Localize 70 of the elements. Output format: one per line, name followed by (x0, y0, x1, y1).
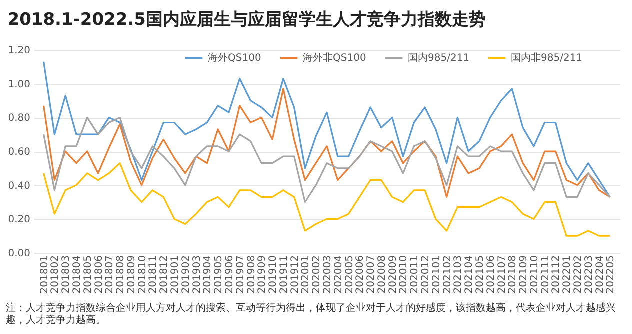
x-tick-label: 202003 (322, 256, 334, 294)
x-tick-label: 201808 (116, 256, 127, 294)
x-tick-label: 202008 (376, 256, 388, 294)
x-tick-label: 201805 (82, 256, 94, 294)
x-tick-label: 202103 (453, 256, 464, 294)
line-series (43, 61, 611, 198)
x-tick-label: 202005 (344, 256, 356, 294)
x-tick-label: 202102 (442, 256, 454, 294)
x-tick-label: 202004 (333, 256, 344, 294)
x-tick-label: 201804 (72, 256, 83, 294)
text: 注：人才竞争力指数综合企业用人方对人才的搜索、互动等行为得出，体现了企业对于人才的好感度，该指数越高，代表企业对人才越感兴趣，人才竞争力越高。 (6, 303, 617, 327)
x-tick-label: 202105 (474, 256, 486, 294)
x-tick-label: 202201 (562, 256, 574, 294)
x-tick-label: 201901 (170, 256, 182, 294)
x-tick-label: 201812 (159, 256, 170, 294)
chart-title: 2018.1-2022.5国内应届生与应届留学生人才竞争力指数走势 (8, 10, 486, 30)
x-tick-label: 201902 (180, 256, 192, 294)
x-tick-label: 201910 (268, 256, 280, 294)
x-tick-label: 202011 (410, 256, 421, 294)
y-tick-label: 0.60 (8, 147, 30, 158)
x-tick-label: 201908 (246, 256, 258, 294)
x-tick-label: 202007 (366, 256, 378, 294)
x-tick-label: 202205 (606, 256, 617, 294)
x-tick-label: 201904 (202, 256, 214, 294)
legend-label: 海外非QS100 (303, 52, 366, 64)
x-tick-label: 202009 (388, 256, 399, 294)
x-tick-label: 202001 (300, 256, 312, 294)
x-tick-label: 201810 (137, 256, 148, 294)
x-tick-label: 202203 (584, 256, 595, 294)
legend-label: 国内985/211 (408, 52, 470, 64)
x-tick-label: 202108 (508, 256, 519, 294)
x-tick-label: 201907 (235, 256, 246, 294)
x-tick-label: 201807 (104, 256, 116, 294)
x-tick-label: 202110 (529, 256, 540, 294)
y-tick-label: 0.00 (8, 248, 30, 260)
line-series (43, 88, 611, 198)
x-tick-label: 201911 (278, 256, 290, 294)
y-tick-label: 0.20 (8, 214, 30, 226)
x-tick-label: 202104 (464, 256, 476, 294)
y-tick-label: 1.20 (8, 46, 30, 56)
x-tick-label: 202204 (594, 256, 606, 294)
x-tick-label: 202012 (420, 256, 432, 294)
x-tick-label: 201905 (214, 256, 225, 294)
x-tick-label: 202106 (486, 256, 497, 294)
x-tick-label: 202101 (431, 256, 442, 294)
line-series (43, 162, 611, 237)
legend-label: 海外QS100 (208, 52, 262, 64)
x-tick-label: 201802 (50, 256, 62, 294)
x-tick-label: 201903 (192, 256, 203, 294)
x-tick-label: 202111 (540, 256, 552, 294)
legend-label: 国内非985/211 (511, 52, 583, 64)
line-series (43, 116, 611, 204)
x-tick-label: 201811 (148, 256, 160, 294)
x-tick-label: 202109 (518, 256, 530, 294)
x-tick-label: 202112 (551, 256, 562, 294)
x-tick-label: 201906 (224, 256, 236, 294)
x-tick-label: 201803 (61, 256, 72, 294)
x-tick-label: 201806 (94, 256, 105, 294)
x-tick-label: 201912 (290, 256, 301, 294)
y-tick-label: 0.40 (8, 180, 30, 192)
x-tick-label: 202006 (355, 256, 366, 294)
y-tick-label: 1.00 (8, 79, 30, 90)
x-tick-label: 202002 (312, 256, 323, 294)
x-tick-label: 202010 (398, 256, 410, 294)
x-tick-label: 202107 (496, 256, 508, 294)
x-tick-label: 201909 (257, 256, 268, 294)
x-tick-label: 201809 (126, 256, 138, 294)
x-tick-label: 202202 (573, 256, 584, 294)
y-tick-label: 0.80 (8, 113, 30, 124)
x-tick-label: 201801 (39, 256, 50, 294)
